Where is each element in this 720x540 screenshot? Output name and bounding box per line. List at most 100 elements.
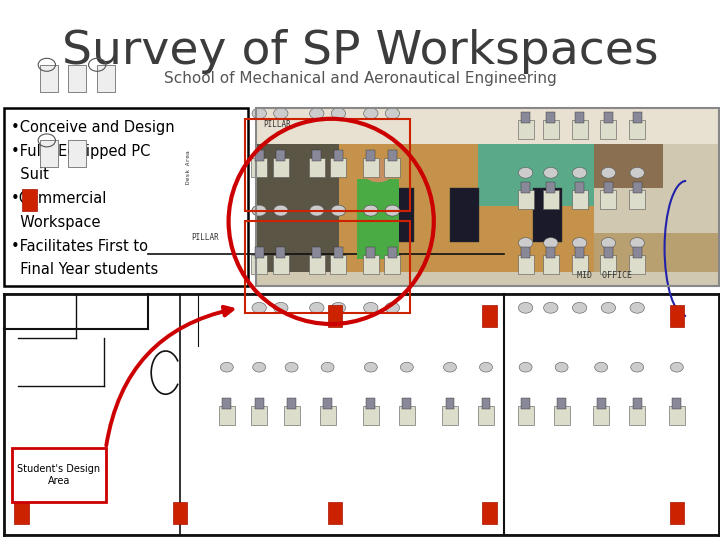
Bar	[629, 406, 645, 426]
Circle shape	[274, 205, 288, 216]
Circle shape	[518, 238, 533, 248]
Circle shape	[274, 205, 288, 216]
Circle shape	[252, 302, 266, 313]
Circle shape	[601, 238, 616, 248]
Circle shape	[518, 167, 533, 178]
Bar	[669, 406, 685, 426]
Bar	[543, 120, 559, 139]
Bar	[384, 255, 400, 274]
Bar	[334, 150, 343, 160]
Circle shape	[274, 108, 288, 119]
Bar	[273, 255, 289, 274]
Bar	[22, 189, 37, 211]
Text: PILLAR: PILLAR	[264, 120, 291, 129]
Circle shape	[385, 302, 400, 313]
Circle shape	[364, 108, 378, 119]
Circle shape	[310, 205, 324, 216]
Bar	[309, 255, 325, 274]
Circle shape	[220, 362, 233, 372]
Bar	[287, 399, 296, 409]
Bar	[521, 247, 530, 258]
Bar	[385, 187, 414, 241]
Text: •Fully Equipped PC: •Fully Equipped PC	[11, 144, 150, 159]
Bar	[546, 183, 555, 193]
Text: •Conceive and Design: •Conceive and Design	[11, 120, 174, 135]
Bar	[245, 221, 410, 313]
Bar	[4, 294, 719, 535]
Bar	[518, 190, 534, 209]
Bar	[600, 190, 616, 209]
Bar	[633, 183, 642, 193]
Bar	[593, 144, 663, 188]
Bar	[604, 112, 613, 123]
Bar	[363, 158, 379, 177]
Circle shape	[601, 167, 616, 178]
Bar	[4, 108, 248, 286]
Circle shape	[364, 205, 378, 216]
Bar	[366, 150, 375, 160]
Bar	[442, 406, 458, 426]
Circle shape	[544, 302, 558, 313]
Bar	[251, 158, 267, 177]
Circle shape	[518, 302, 533, 313]
Bar	[251, 255, 267, 274]
Bar	[388, 150, 397, 160]
Text: Workspace: Workspace	[11, 215, 100, 230]
Circle shape	[572, 238, 587, 248]
Circle shape	[544, 238, 558, 248]
Bar	[478, 108, 593, 206]
Bar	[482, 502, 497, 524]
Bar	[40, 65, 58, 92]
Bar	[575, 247, 584, 258]
Circle shape	[572, 167, 587, 178]
Bar	[256, 108, 719, 144]
Bar	[312, 150, 321, 160]
Bar	[323, 399, 332, 409]
Circle shape	[252, 108, 266, 119]
Bar	[575, 112, 584, 123]
Bar	[593, 406, 609, 426]
Bar	[363, 255, 379, 274]
Bar	[357, 179, 399, 260]
Bar	[320, 406, 336, 426]
Bar	[339, 108, 478, 286]
Bar	[40, 140, 58, 167]
Circle shape	[274, 302, 288, 313]
Bar	[572, 190, 588, 209]
Bar	[543, 255, 559, 274]
Bar	[593, 108, 719, 233]
Bar	[546, 112, 555, 123]
Circle shape	[364, 362, 377, 372]
Bar	[255, 399, 264, 409]
Text: PILLAR: PILLAR	[192, 233, 219, 242]
Bar	[388, 247, 397, 258]
Bar	[366, 399, 375, 409]
Text: MID  OFFICE: MID OFFICE	[577, 271, 632, 280]
Bar	[12, 448, 106, 502]
Circle shape	[364, 205, 378, 216]
Bar	[521, 183, 530, 193]
Bar	[518, 406, 534, 426]
Circle shape	[630, 167, 644, 178]
Bar	[450, 187, 479, 241]
Bar	[446, 399, 454, 409]
Bar	[276, 247, 285, 258]
Bar	[629, 255, 645, 274]
Bar	[557, 399, 566, 409]
Bar	[572, 255, 588, 274]
Bar	[604, 247, 613, 258]
Bar	[518, 120, 534, 139]
Text: Desk Area: Desk Area	[186, 151, 191, 184]
Bar	[363, 406, 379, 426]
Circle shape	[670, 362, 683, 372]
Circle shape	[253, 362, 266, 372]
Bar	[604, 183, 613, 193]
Bar	[173, 502, 187, 524]
Bar	[251, 406, 267, 426]
Bar	[546, 247, 555, 258]
Circle shape	[519, 362, 532, 372]
Text: •Facilitates First to: •Facilitates First to	[11, 239, 148, 254]
Bar	[629, 120, 645, 139]
Bar	[575, 183, 584, 193]
Bar	[482, 305, 497, 327]
